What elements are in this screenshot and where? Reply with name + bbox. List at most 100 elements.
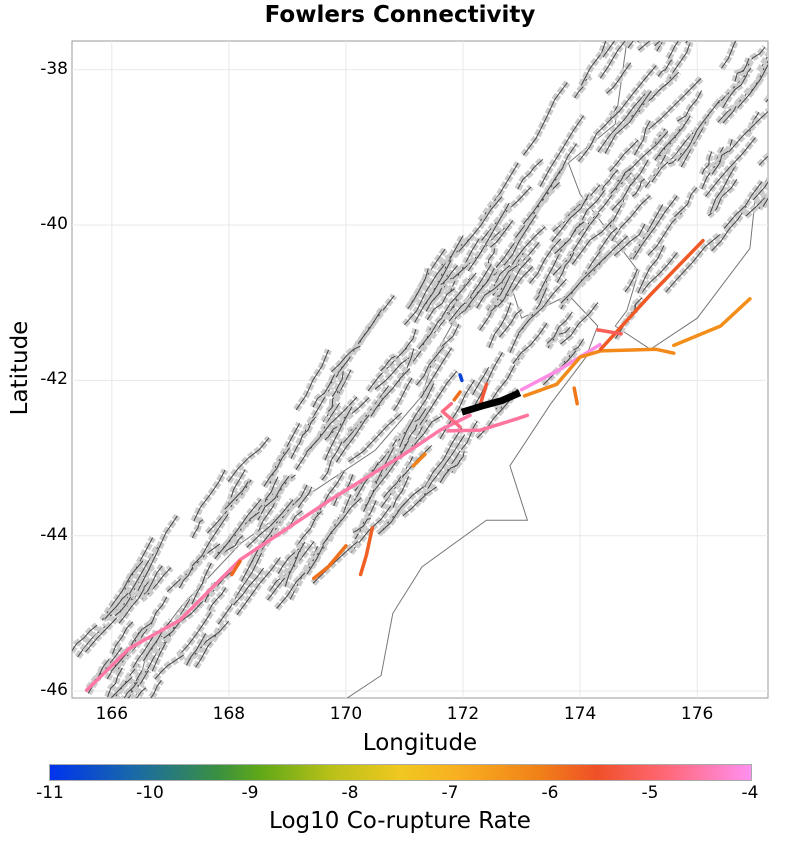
fault-trace xyxy=(195,628,220,668)
fault-trace xyxy=(420,347,453,399)
fault-trace xyxy=(633,120,651,156)
fault-trace xyxy=(499,309,523,338)
fault-trace xyxy=(479,186,532,243)
fault-trace xyxy=(752,180,768,201)
fault-surface xyxy=(681,0,717,3)
fault-surface xyxy=(645,0,659,16)
fault-trace xyxy=(154,654,184,680)
coastline xyxy=(567,41,640,327)
colorbar-label: Log10 Co-rupture Rate xyxy=(269,808,531,834)
fault-trace xyxy=(677,99,721,161)
fault-trace xyxy=(414,259,452,323)
fault-trace xyxy=(191,562,212,605)
x-axis-label: Longitude xyxy=(362,730,478,756)
fault-trace xyxy=(512,322,548,364)
fault-trace xyxy=(610,167,632,194)
fault-trace xyxy=(439,456,464,484)
fault-trace xyxy=(112,621,134,655)
fault-trace xyxy=(676,90,703,122)
fault-trace xyxy=(418,293,461,350)
fault-trace xyxy=(711,150,729,175)
fault-trace xyxy=(305,396,358,453)
fault-trace xyxy=(193,469,226,522)
fault-trace xyxy=(363,440,410,512)
plot-content xyxy=(72,0,794,698)
fault-trace xyxy=(362,447,395,511)
fault-trace xyxy=(458,196,503,252)
fault-trace xyxy=(331,371,344,397)
fault-trace xyxy=(483,265,518,297)
fault-trace xyxy=(178,608,214,657)
fault-trace xyxy=(437,265,458,287)
fault-trace xyxy=(539,115,585,187)
rupture-trace xyxy=(446,413,530,433)
fault-trace xyxy=(606,62,632,94)
fault-trace xyxy=(560,251,612,304)
fault-trace xyxy=(601,169,619,192)
rupture-trace xyxy=(358,526,375,577)
fault-trace xyxy=(137,515,178,592)
fault-surface xyxy=(657,0,684,21)
fault-trace xyxy=(647,211,684,256)
fault-trace xyxy=(681,0,717,3)
fault-trace xyxy=(497,285,512,307)
fault-trace xyxy=(556,251,575,283)
rupture-trace xyxy=(440,401,462,429)
rupture-trace xyxy=(672,297,752,348)
fault-surface xyxy=(760,191,768,209)
rupture-trace xyxy=(522,347,676,398)
fault-trace xyxy=(637,41,640,43)
fault-trace xyxy=(104,592,129,620)
fault-trace xyxy=(689,0,703,13)
fault-trace xyxy=(416,346,445,386)
fault-trace xyxy=(257,475,290,521)
fault-trace xyxy=(762,197,768,207)
rupture-trace xyxy=(452,390,462,402)
fault-trace xyxy=(476,397,513,439)
fault-trace xyxy=(758,155,768,166)
fault-trace xyxy=(653,0,674,6)
fault-trace xyxy=(522,82,568,156)
fault-surface xyxy=(653,0,674,6)
fault-surface xyxy=(643,12,653,30)
fault-trace xyxy=(611,195,651,242)
fault-trace xyxy=(598,227,618,251)
fault-trace xyxy=(627,41,634,49)
fault-trace xyxy=(186,633,207,666)
fault-trace xyxy=(638,41,651,51)
fault-trace xyxy=(296,511,322,547)
fault-trace xyxy=(123,681,138,698)
fault-trace xyxy=(775,95,794,128)
rupture-trace xyxy=(411,452,427,468)
fault-trace xyxy=(460,420,478,451)
x-tick-label: 168 xyxy=(212,704,246,724)
fault-trace xyxy=(452,223,510,280)
fault-trace xyxy=(723,181,763,229)
plot-frame xyxy=(71,40,769,699)
fault-trace xyxy=(642,71,680,106)
fault-trace xyxy=(150,679,162,698)
fault-trace xyxy=(554,221,585,255)
fault-trace xyxy=(665,233,721,293)
fault-trace xyxy=(295,349,330,411)
fault-trace xyxy=(337,309,383,374)
fault-trace xyxy=(107,667,123,698)
fault-trace xyxy=(571,220,613,265)
fault-surface xyxy=(685,0,720,26)
fault-trace xyxy=(488,302,512,348)
fault-trace xyxy=(377,486,425,535)
fault-trace xyxy=(644,78,702,134)
fault-trace xyxy=(734,58,750,82)
fault-trace xyxy=(522,169,562,225)
fault-trace xyxy=(529,238,562,284)
fault-trace xyxy=(132,631,157,669)
fault-trace xyxy=(599,41,626,79)
fault-trace xyxy=(604,90,652,154)
fault-trace xyxy=(645,0,659,16)
fault-trace xyxy=(737,63,768,109)
fault-trace xyxy=(424,427,463,488)
rupture-trace xyxy=(312,544,348,581)
fault-trace xyxy=(191,519,204,539)
